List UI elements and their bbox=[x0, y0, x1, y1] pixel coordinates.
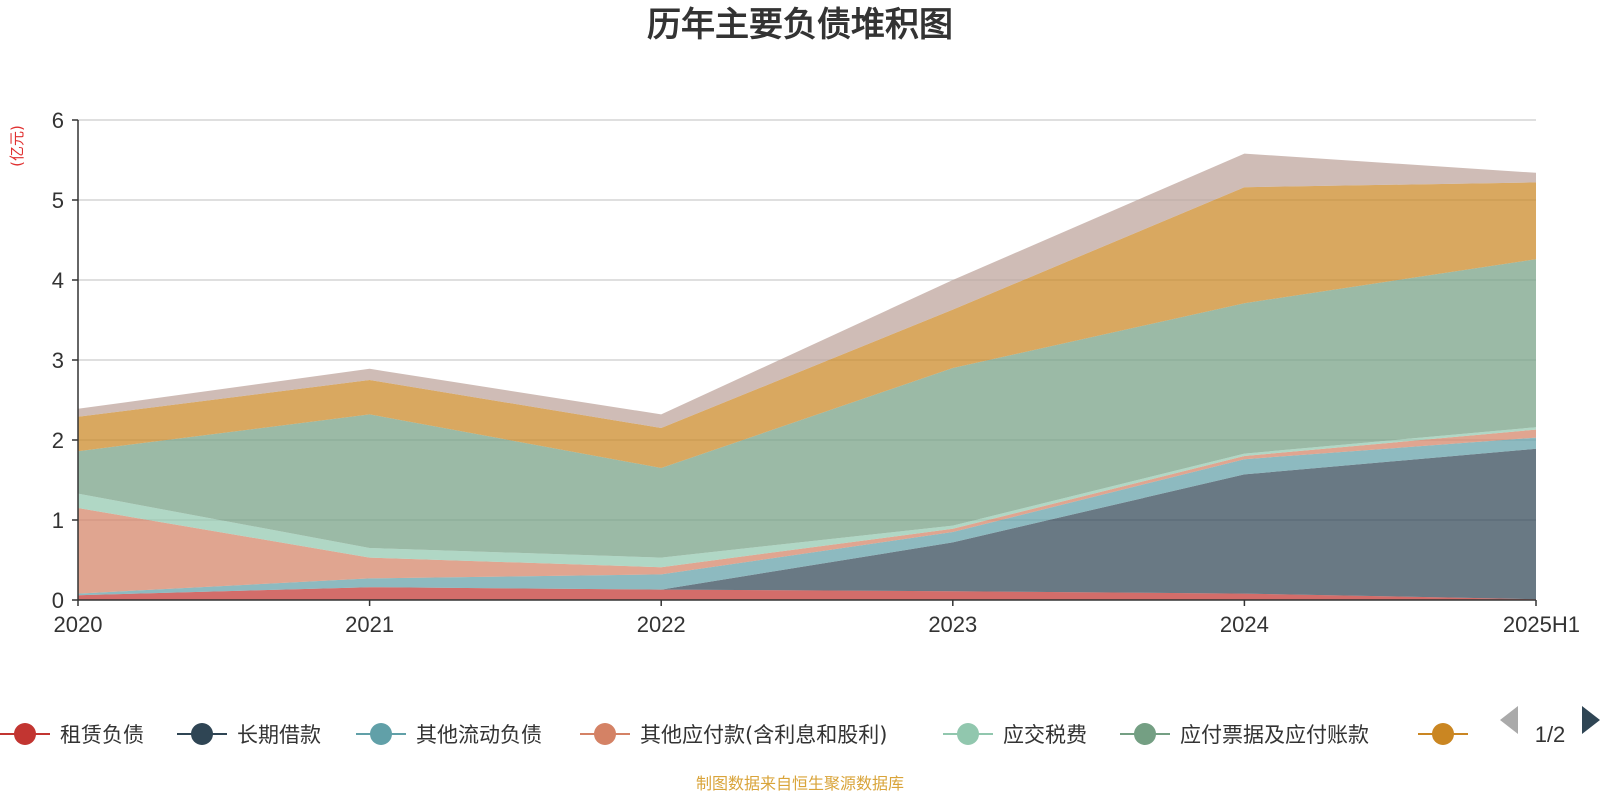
area-series-3 bbox=[78, 437, 1536, 596]
legend-circle-icon bbox=[14, 723, 36, 745]
y-tick-label: 1 bbox=[52, 508, 64, 533]
legend-circle-icon bbox=[1134, 723, 1156, 745]
x-tick-label: 2024 bbox=[1220, 612, 1269, 637]
legend-label: 应付票据及应付账款 bbox=[1180, 723, 1369, 747]
data-source-note: 制图数据来自恒生聚源数据库 bbox=[696, 774, 904, 793]
legend-item[interactable]: 长期借款 bbox=[177, 723, 321, 747]
area-series-6 bbox=[78, 259, 1536, 558]
x-tick-label: 2021 bbox=[345, 612, 394, 637]
legend-next-page-icon[interactable] bbox=[1582, 706, 1600, 734]
y-tick-label: 2 bbox=[52, 428, 64, 453]
legend-circle-icon bbox=[957, 723, 979, 745]
legend-item[interactable]: 租赁负债 bbox=[0, 723, 144, 747]
legend-label: 其他应付款(含利息和股利) bbox=[640, 723, 887, 747]
area-series-5 bbox=[78, 427, 1536, 568]
area-series-group bbox=[78, 153, 1536, 600]
area-series-7 bbox=[78, 182, 1536, 468]
legend-circle-icon bbox=[191, 723, 213, 745]
area-series-4 bbox=[78, 429, 1536, 594]
x-tick-label: 2025H1 bbox=[1503, 612, 1580, 637]
legend-circle-icon bbox=[594, 723, 616, 745]
y-tick-label: 4 bbox=[52, 268, 64, 293]
y-tick-label: 5 bbox=[52, 188, 64, 213]
legend-label: 租赁负债 bbox=[60, 723, 144, 747]
legend-item[interactable]: 应付票据及应付账款 bbox=[1120, 723, 1369, 747]
legend: 租赁负债 长期借款 其他流动负债 其他应付款(含利息和股利) 应交税费 应付票据及应付账款… bbox=[0, 723, 1499, 747]
legend-prev-page-icon[interactable] bbox=[1500, 706, 1518, 734]
y-axis-ticks: 0 1 2 3 4 5 6 bbox=[52, 108, 78, 613]
area-series-1 bbox=[78, 587, 1536, 600]
legend-item[interactable]: 短 bbox=[1418, 723, 1499, 747]
legend-label: 长期借款 bbox=[237, 723, 321, 747]
legend-item[interactable]: 其他应付款(含利息和股利) bbox=[580, 723, 887, 747]
x-tick-label: 2023 bbox=[928, 612, 977, 637]
legend-pagination: 1/2 bbox=[1500, 706, 1600, 747]
legend-label: 其他流动负债 bbox=[416, 723, 542, 747]
legend-label: 应交税费 bbox=[1003, 723, 1087, 747]
legend-circle-icon bbox=[370, 723, 392, 745]
legend-item[interactable]: 其他流动负债 bbox=[356, 723, 542, 747]
legend-label: 短 bbox=[1478, 723, 1499, 747]
y-tick-label: 6 bbox=[52, 108, 64, 133]
area-series-2 bbox=[78, 448, 1536, 600]
x-tick-label: 2022 bbox=[637, 612, 686, 637]
area-series-8 bbox=[78, 153, 1536, 428]
legend-item[interactable]: 应交税费 bbox=[943, 723, 1087, 747]
legend-page-indicator: 1/2 bbox=[1535, 722, 1566, 747]
y-tick-label: 3 bbox=[52, 348, 64, 373]
chart-title: 历年主要负债堆积图 bbox=[647, 5, 953, 45]
y-tick-label: 0 bbox=[52, 588, 64, 613]
y-axis-unit-label: (亿元) bbox=[8, 125, 26, 167]
x-tick-label: 2020 bbox=[54, 612, 103, 637]
legend-circle-icon bbox=[1432, 723, 1454, 745]
x-axis-ticks: 2020 2021 2022 2023 2024 2025H1 bbox=[54, 600, 1580, 637]
